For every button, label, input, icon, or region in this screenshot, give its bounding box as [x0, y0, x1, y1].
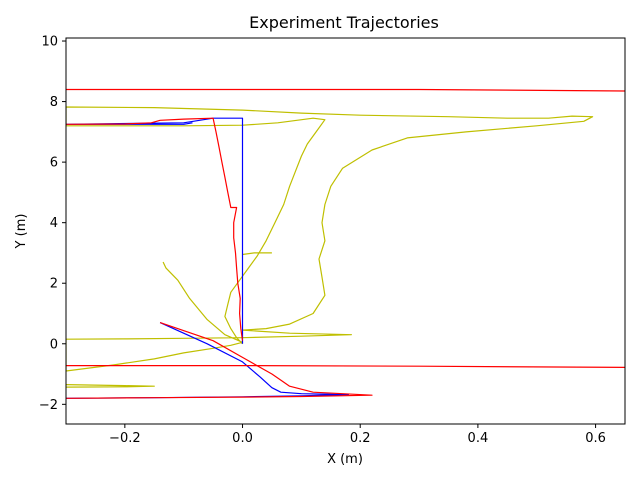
- plot-frame: [65, 37, 626, 425]
- x-axis-ticks: −0.2 0.0 0.2 0.4 0.6: [109, 424, 606, 446]
- trajectory-series-0: [66, 106, 594, 372]
- y-tick-label: 8: [50, 95, 58, 110]
- y-tick-label: 6: [50, 156, 58, 171]
- x-tick-label: 0.0: [232, 431, 253, 446]
- trajectory-series-5: [66, 117, 244, 341]
- trajectory-series-1: [66, 384, 155, 388]
- y-tick-label: 0: [50, 337, 58, 352]
- x-tick-label: 0.6: [585, 431, 606, 446]
- y-tick-label: 2: [50, 277, 58, 292]
- x-tick-label: −0.2: [109, 431, 141, 446]
- trajectory-series-6: [66, 322, 373, 399]
- y-axis-ticks: −2 0 2 4 6 8 10: [39, 35, 66, 413]
- trajectory-series-3: [66, 117, 244, 344]
- y-tick-label: −2: [39, 398, 58, 413]
- trajectory-series-7: [66, 88, 625, 92]
- y-tick-label: 10: [41, 35, 58, 50]
- y-tick-label: 4: [50, 216, 58, 231]
- y-axis-label: Y (m): [14, 214, 29, 250]
- chart-title: Experiment Trajectories: [249, 13, 439, 32]
- trajectory-series-8: [66, 365, 625, 368]
- series-layer: [66, 88, 625, 399]
- x-tick-label: 0.4: [468, 431, 489, 446]
- x-tick-label: 0.2: [350, 431, 371, 446]
- x-axis-label: X (m): [327, 452, 363, 467]
- trajectory-series-2: [242, 252, 272, 256]
